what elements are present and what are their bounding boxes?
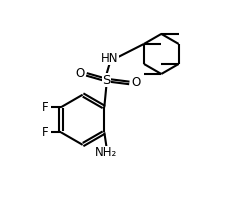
Text: F: F — [42, 101, 49, 114]
Text: O: O — [75, 67, 85, 80]
Text: F: F — [42, 126, 49, 139]
Text: S: S — [102, 74, 111, 87]
Text: O: O — [131, 76, 140, 89]
Text: NH₂: NH₂ — [95, 146, 118, 159]
Text: HN: HN — [101, 52, 119, 65]
